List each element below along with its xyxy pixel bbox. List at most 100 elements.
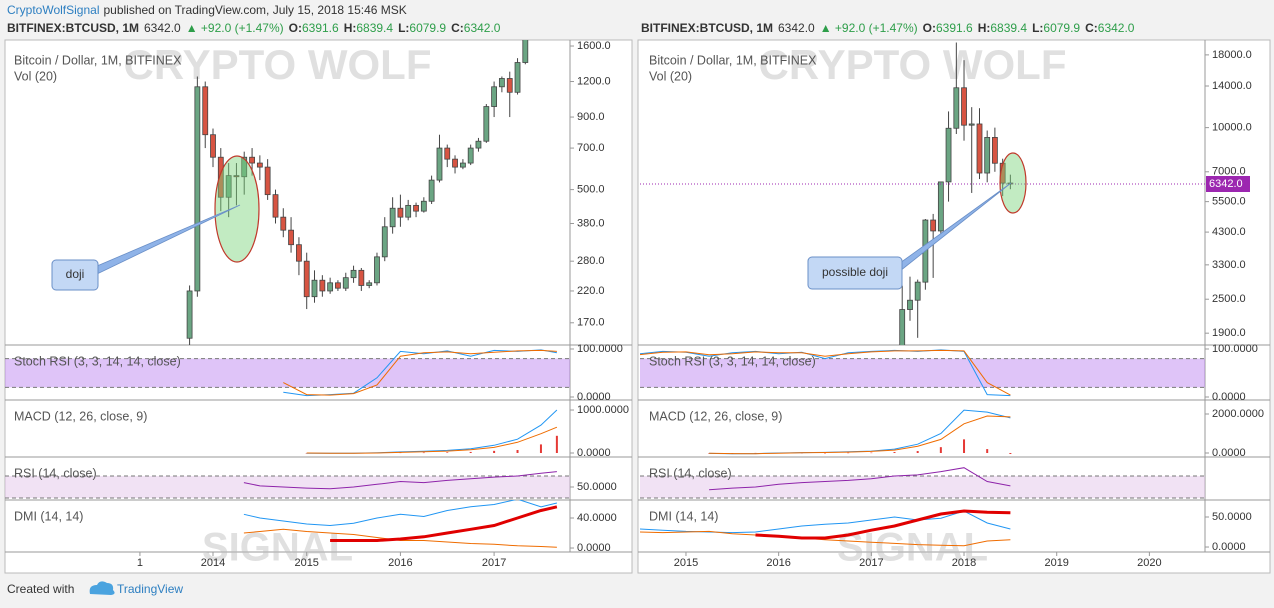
histogram-bar bbox=[847, 452, 850, 454]
candle-body bbox=[303, 260, 310, 298]
candle-body bbox=[381, 226, 388, 258]
candle-body bbox=[420, 200, 427, 212]
indicator-title: Stoch RSI (3, 3, 14, 14, close) bbox=[649, 354, 816, 368]
histogram-bar bbox=[1009, 453, 1012, 454]
y-tick-label: 1600.0 bbox=[577, 40, 611, 52]
y-tick-label: 1200.0 bbox=[577, 75, 611, 87]
y-tick-label: 50.0000 bbox=[577, 481, 617, 493]
indicator-title: DMI (14, 14) bbox=[649, 509, 718, 523]
candle-body bbox=[264, 166, 271, 196]
clip-group bbox=[708, 409, 1012, 455]
y-tick-label: 0.0000 bbox=[577, 542, 611, 554]
watermark: CRYPTO WOLF bbox=[124, 41, 432, 88]
candle-body bbox=[366, 282, 373, 286]
histogram-bar bbox=[916, 451, 919, 454]
ohlc-label: L: bbox=[1032, 21, 1043, 35]
footer-brand[interactable]: TradingView bbox=[117, 582, 183, 596]
candle-body bbox=[436, 147, 443, 181]
ohlc-label: C: bbox=[451, 21, 464, 35]
clip-group bbox=[5, 349, 570, 397]
indicator-line bbox=[640, 349, 1011, 396]
indicator-line bbox=[243, 500, 558, 527]
histogram-bar bbox=[986, 449, 989, 454]
highlight-ellipse bbox=[214, 155, 260, 263]
ohlc-value: 6391.6 bbox=[936, 21, 973, 35]
y-tick-label: 0.0000 bbox=[577, 391, 611, 403]
callout-box bbox=[51, 259, 99, 291]
histogram-bar bbox=[516, 449, 519, 454]
candle-body bbox=[374, 256, 380, 284]
candle-body bbox=[961, 87, 967, 126]
x-tick-label: 2019 bbox=[1044, 557, 1068, 569]
ohlc-value: 6342.0 bbox=[1098, 21, 1135, 35]
candle-body bbox=[319, 279, 326, 292]
y-tick-label: 220.0 bbox=[577, 285, 605, 297]
y-tick-label: 170.0 bbox=[577, 317, 605, 329]
callout-text: possible doji bbox=[822, 265, 888, 279]
clip-group bbox=[186, 40, 529, 345]
y-tick-label: 1000.0000 bbox=[577, 404, 629, 416]
band-fill bbox=[5, 358, 570, 388]
x-tick-label: 2017 bbox=[482, 557, 506, 569]
candle-body bbox=[280, 216, 287, 231]
ohlc-label: H: bbox=[344, 21, 357, 35]
y-tick-label: 900.0 bbox=[577, 111, 605, 123]
candle-body bbox=[444, 147, 451, 160]
candle-body bbox=[460, 162, 466, 168]
histogram-bar bbox=[469, 451, 472, 454]
y-tick-label: 380.0 bbox=[577, 217, 605, 229]
clip-group bbox=[640, 349, 1205, 397]
published-text: published on TradingView.com, July 15, 2… bbox=[103, 3, 406, 17]
candle-body bbox=[914, 281, 921, 301]
candle-body bbox=[937, 181, 944, 232]
chart-title: Bitcoin / Dollar, 1M, BITFINEX bbox=[14, 53, 182, 67]
candle-body bbox=[953, 87, 960, 129]
indicator-line bbox=[755, 509, 1011, 540]
candle-body bbox=[506, 78, 513, 93]
last-value: 6342.0 bbox=[144, 21, 181, 35]
chart-panel bbox=[637, 39, 1271, 574]
candle-body bbox=[522, 40, 529, 63]
ohlc-label: O: bbox=[289, 21, 302, 35]
indicator-title: DMI (14, 14) bbox=[14, 509, 83, 523]
y-tick-label: 4300.0 bbox=[1212, 226, 1246, 238]
indicator-line bbox=[283, 349, 557, 396]
candle-body bbox=[899, 309, 906, 345]
candle-body bbox=[296, 244, 302, 262]
candle-body bbox=[984, 137, 991, 174]
candle-body bbox=[428, 179, 435, 202]
indicator-title: RSI (14, close) bbox=[649, 466, 732, 480]
histogram-bar bbox=[893, 452, 896, 454]
publish-line: CryptoWolfSignal published on TradingView… bbox=[7, 3, 407, 17]
y-tick-label: 500.0 bbox=[577, 184, 605, 196]
candle-body bbox=[483, 106, 490, 142]
ohlc-label: C: bbox=[1085, 21, 1098, 35]
ohlc-value: 6079.9 bbox=[409, 21, 446, 35]
candle-body bbox=[514, 62, 521, 93]
candle-body bbox=[991, 137, 998, 164]
candle-body bbox=[233, 175, 240, 178]
candle-body bbox=[930, 219, 937, 232]
candle-body bbox=[335, 282, 341, 289]
y-tick-label: 2000.0000 bbox=[1212, 408, 1264, 420]
y-tick-label: 18000.0 bbox=[1212, 49, 1252, 61]
candle-body bbox=[413, 204, 419, 212]
candle-body bbox=[272, 194, 279, 218]
author[interactable]: CryptoWolfSignal bbox=[7, 3, 99, 17]
clip-group bbox=[640, 509, 1011, 547]
candle-body bbox=[907, 299, 913, 310]
y-tick-label: 50.0000 bbox=[1212, 511, 1252, 523]
candle-body bbox=[389, 207, 396, 228]
callout-box bbox=[807, 256, 903, 290]
ohlc-value: 6391.6 bbox=[302, 21, 339, 35]
y-tick-label: 3300.0 bbox=[1212, 259, 1246, 271]
histogram-bar bbox=[939, 447, 942, 454]
band-fill bbox=[640, 358, 1205, 388]
symbol: BITFINEX:BTCUSD, 1M bbox=[641, 21, 773, 35]
symbol-legend: BITFINEX:BTCUSD, 1M 6342.0 ▲ +92.0 (+1.47%… bbox=[641, 21, 1135, 35]
volume-label: Vol (20) bbox=[649, 69, 692, 83]
indicator-title: Stoch RSI (3, 3, 14, 14, close) bbox=[14, 354, 181, 368]
candle-body bbox=[249, 156, 255, 164]
histogram-bar bbox=[493, 450, 496, 454]
